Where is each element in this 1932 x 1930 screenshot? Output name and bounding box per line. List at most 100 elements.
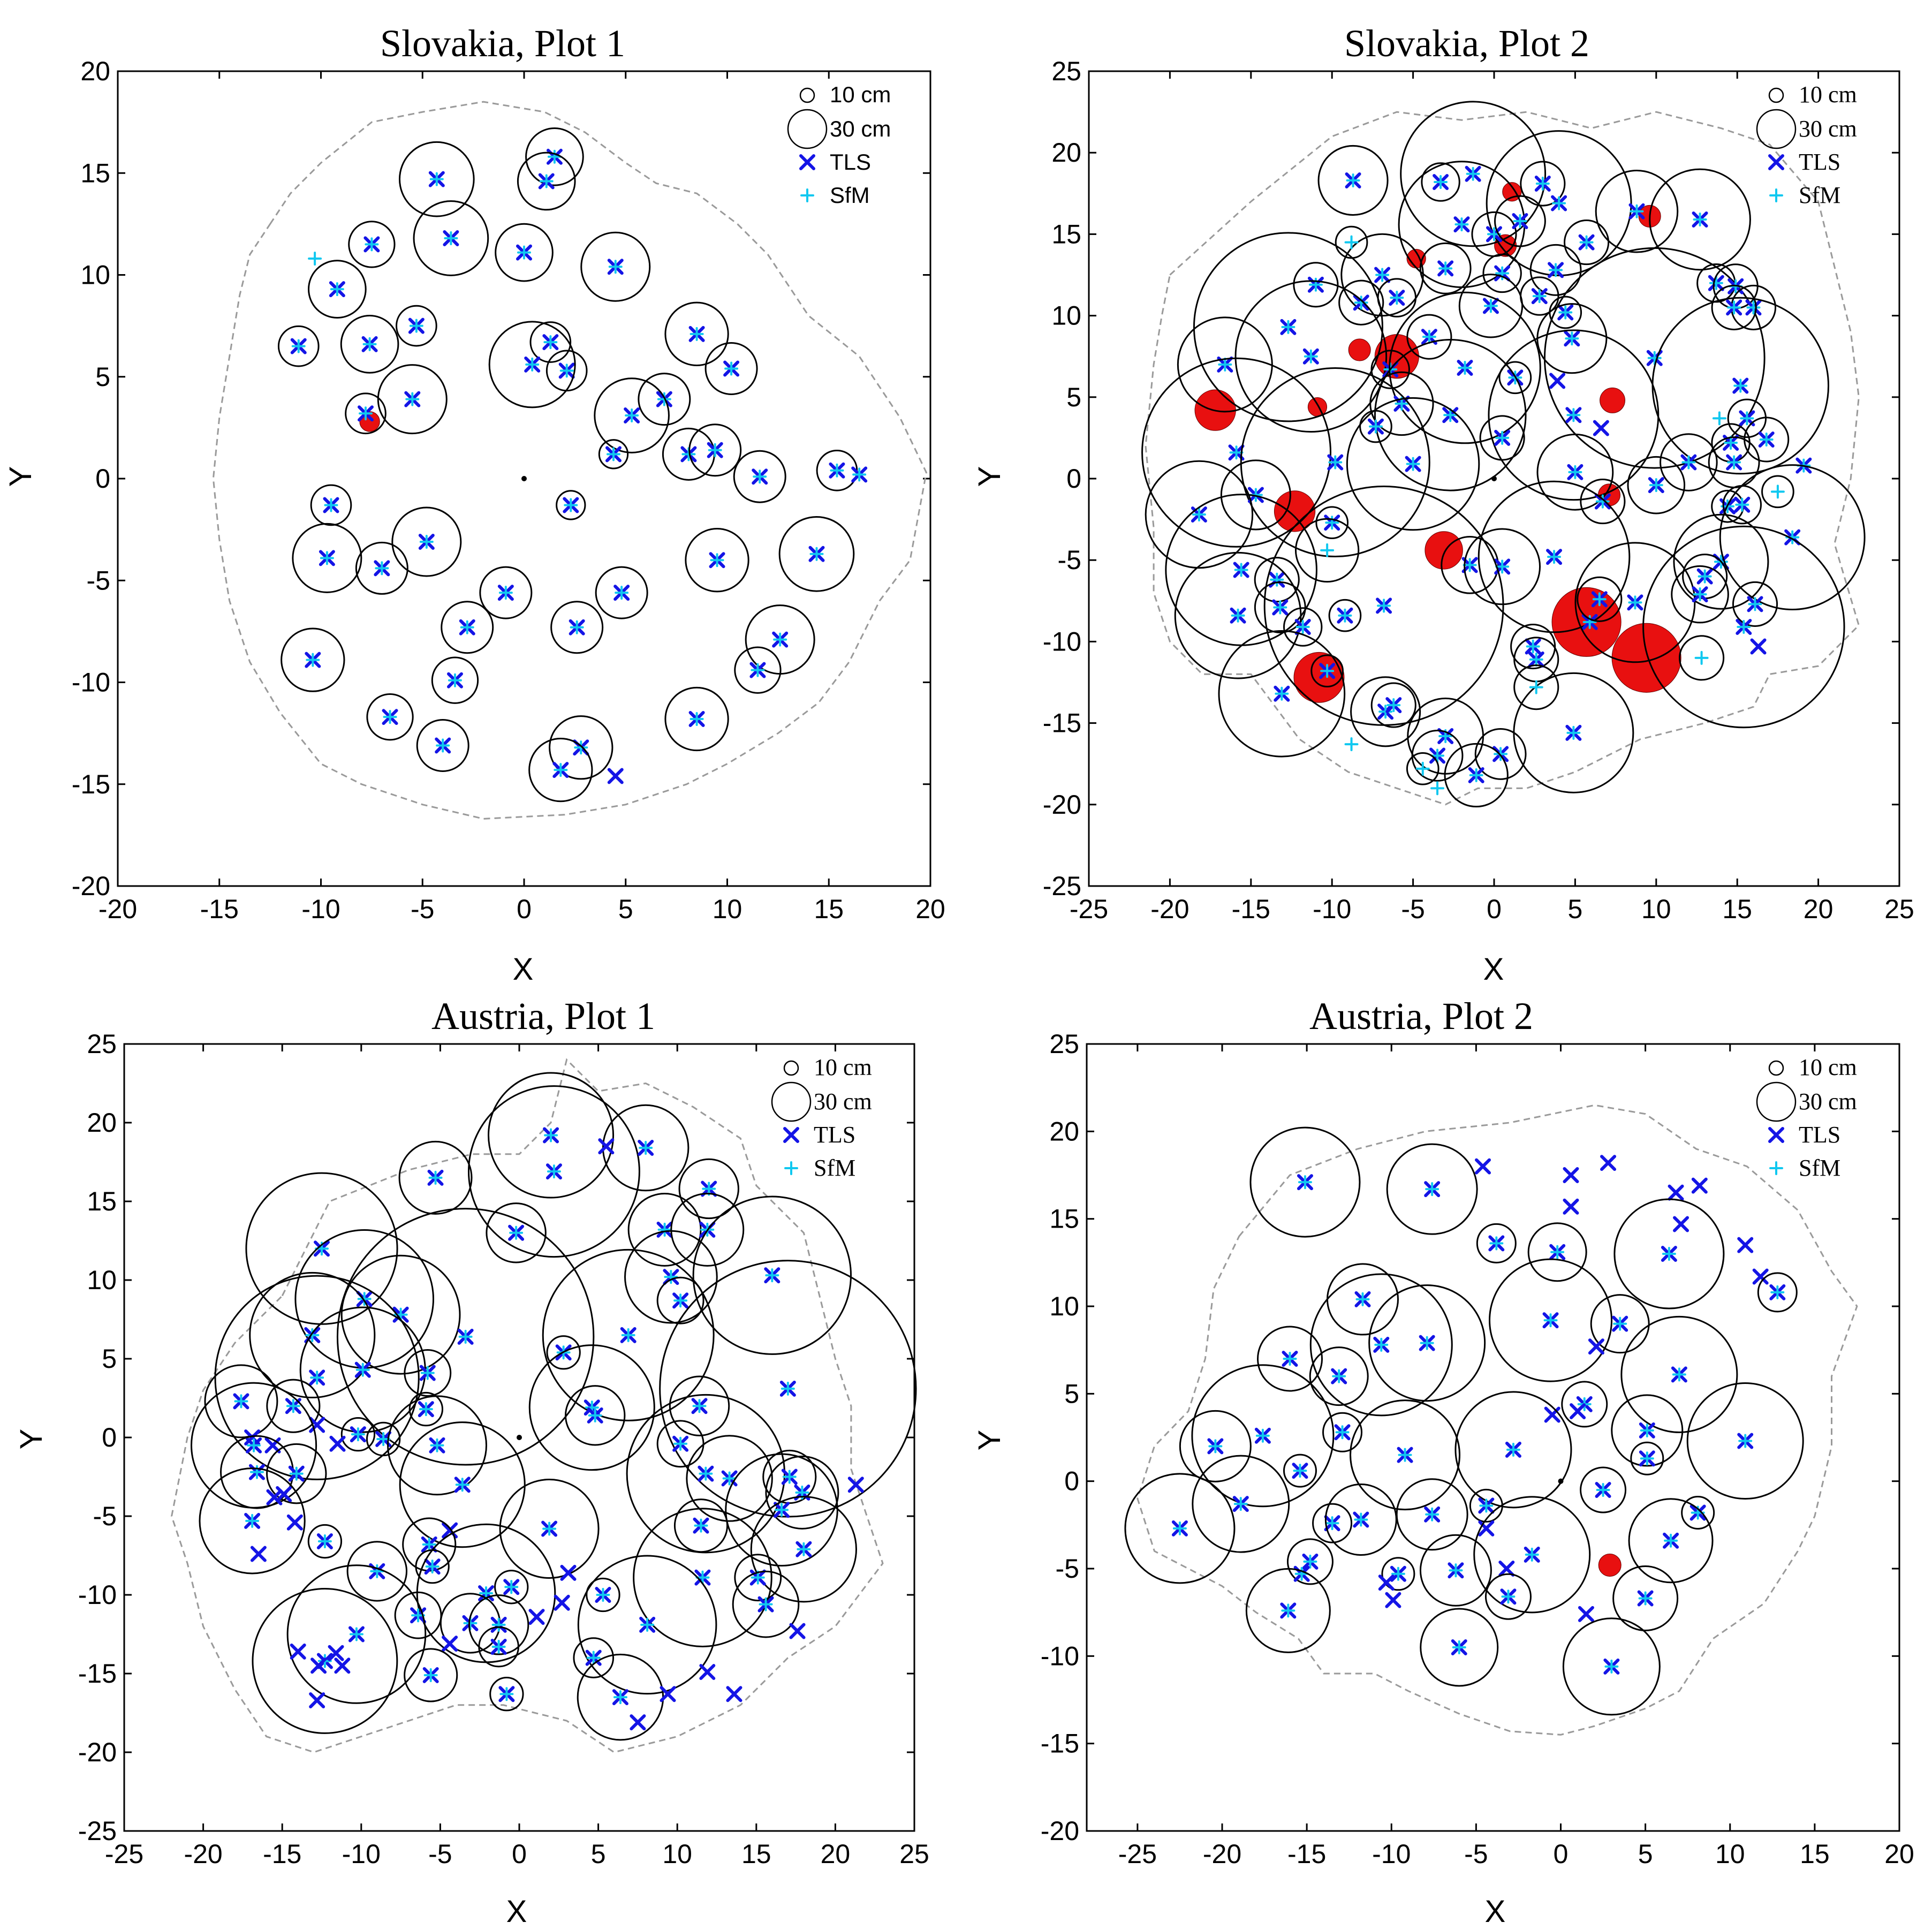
sfm-marker <box>436 738 450 753</box>
sfm-marker <box>1275 686 1289 701</box>
tree-dbh-circle <box>686 1435 773 1522</box>
tree-dbh-circle <box>366 1421 401 1457</box>
sfm-marker <box>1738 1434 1753 1448</box>
tree-dbh-circle <box>346 1541 408 1602</box>
tree-dbh-circle <box>1324 1484 1397 1556</box>
tree-dbh-circle <box>399 1421 526 1548</box>
sfm-marker <box>1748 597 1762 611</box>
sfm-marker <box>625 408 639 423</box>
sfm-marker <box>574 740 588 755</box>
tls-marker <box>528 1609 545 1625</box>
legend-sfm-marker <box>800 188 814 202</box>
sfm-marker <box>1452 1640 1466 1654</box>
sfm-marker <box>376 1432 391 1446</box>
sfm-marker <box>664 1270 678 1284</box>
sfm-marker <box>782 1470 797 1484</box>
sfm-marker <box>1662 1247 1676 1261</box>
tree-dbh-circle <box>638 373 691 426</box>
tls-marker <box>286 1514 303 1531</box>
sfm-marker <box>1443 408 1458 422</box>
sfm-marker <box>1234 563 1248 577</box>
sfm-marker <box>351 1427 365 1442</box>
tree-dbh-circle <box>1374 338 1527 491</box>
x-tick-label: 5 <box>591 1839 606 1869</box>
x-tick-label: -10 <box>1313 894 1351 924</box>
sfm-marker <box>1304 349 1318 364</box>
sfm-marker <box>830 463 844 478</box>
sfm-marker <box>1346 173 1360 187</box>
sfm-marker <box>1613 1316 1627 1331</box>
sfm-marker <box>608 260 623 274</box>
tree-dbh-circle <box>1630 1441 1664 1475</box>
tree-dbh-circle <box>1191 1364 1335 1508</box>
tree-dbh-circle <box>1220 459 1291 531</box>
sfm-marker <box>570 620 584 634</box>
tree-dbh-circle <box>1482 253 1522 293</box>
panel-austria-plot-1: Austria, Plot 1 X Y -25 -20 -15 -10 -5 0 5 10 15… <box>14 995 929 1929</box>
tls-marker <box>309 1692 325 1708</box>
tree-dbh-circle <box>1595 170 1679 253</box>
tree-dbh-circle <box>1513 664 1559 710</box>
sfm-marker <box>1638 1591 1653 1606</box>
tree-dbh-circle <box>1381 1557 1415 1591</box>
tree-dbh-circle <box>1484 1573 1532 1620</box>
tree-dbh-circle <box>1370 682 1416 728</box>
tree-dbh-circle <box>1613 1198 1725 1310</box>
sfm-marker <box>448 673 462 687</box>
sfm-marker <box>1354 1512 1368 1527</box>
sfm-marker <box>429 172 444 186</box>
sfm-marker <box>673 1436 688 1451</box>
legend-label-30cm: 30 cm <box>830 116 891 141</box>
x-tick-label: -20 <box>1203 1839 1241 1869</box>
sfm-marker <box>724 361 739 376</box>
legend-label-30cm: 30 cm <box>1799 116 1857 142</box>
x-tick-label: -15 <box>200 894 239 924</box>
y-tick-label: 15 <box>1051 219 1081 249</box>
tree-dbh-circle <box>1350 676 1421 747</box>
tree-dbh-circle <box>1454 1391 1572 1509</box>
sfm-marker <box>1694 650 1709 665</box>
sfm-marker <box>1320 664 1335 678</box>
sfm-marker <box>358 406 373 421</box>
tree-dbh-circle <box>416 718 469 772</box>
tree-dbh-circle <box>1732 581 1778 627</box>
sfm-marker <box>1489 1236 1504 1251</box>
x-tick-label: -5 <box>1401 894 1425 924</box>
sfm-marker <box>1740 411 1754 426</box>
tree-dbh-circle <box>366 693 414 741</box>
y-tick-label: 0 <box>95 464 110 494</box>
tls-marker <box>1578 1606 1594 1622</box>
tls-marker <box>1563 1167 1579 1183</box>
legend-small-circle <box>783 1060 799 1076</box>
tree-dbh-circle <box>685 528 749 593</box>
sfm-marker <box>458 1329 473 1344</box>
sfm-marker <box>1398 1448 1412 1462</box>
x-tick-label: -10 <box>342 1839 381 1869</box>
sfm-marker <box>317 1534 332 1549</box>
tree-dbh-circle <box>1411 730 1464 782</box>
sfm-marker <box>1231 608 1245 623</box>
tree-dbh-circle <box>249 1271 376 1398</box>
sfm-marker <box>606 447 620 461</box>
y-axis-label: Y <box>972 466 1007 487</box>
sfm-marker <box>1406 457 1420 471</box>
sfm-marker <box>1390 291 1404 305</box>
tls-marker <box>660 1686 676 1702</box>
sfm-marker <box>596 1588 610 1602</box>
tree-dbh-circle <box>1686 1382 1804 1500</box>
tls-marker <box>1750 638 1767 655</box>
sfm-marker <box>509 1225 524 1240</box>
y-tick-label: -10 <box>72 668 110 698</box>
tree-dbh-circle <box>1719 464 1866 611</box>
sfm-marker <box>1479 1498 1494 1513</box>
sfm-marker <box>1233 1497 1248 1511</box>
tls-marker <box>310 1657 327 1674</box>
sfm-marker <box>1549 263 1563 277</box>
plot-boundary <box>1137 1104 1858 1736</box>
tree-dbh-circle <box>1315 506 1349 540</box>
tree-dbh-circle <box>1520 161 1566 207</box>
tree-dbh-circle <box>489 1677 524 1712</box>
sfm-marker <box>491 1617 506 1632</box>
panel-slovakia-plot-1: Slovakia, Plot 1 X Y -20 -15 -10 -5 0 5 10 15 20… <box>3 22 945 987</box>
tree-dbh-circle <box>355 541 408 595</box>
